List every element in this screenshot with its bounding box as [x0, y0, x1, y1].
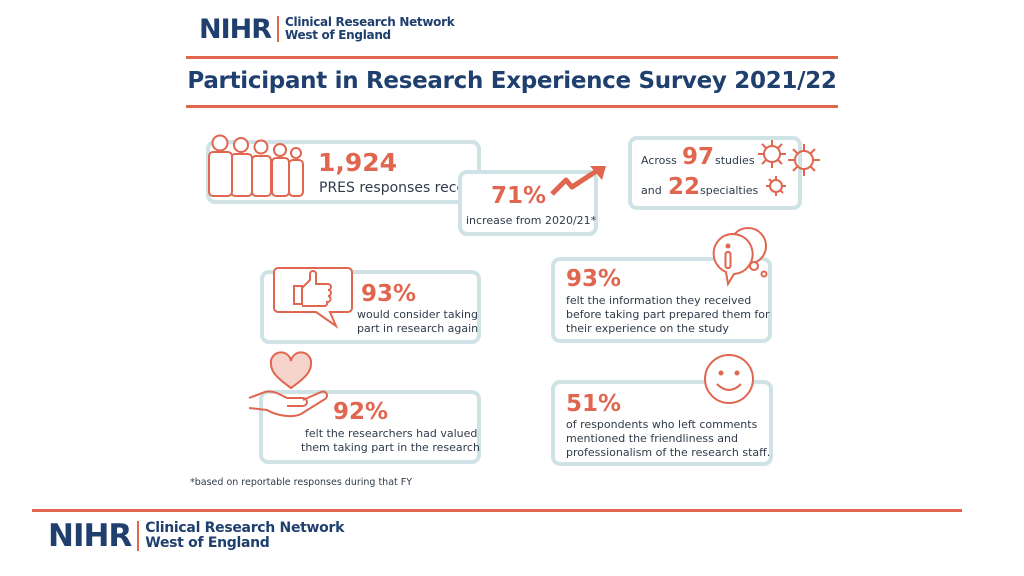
information-label-1: felt the information they received — [566, 294, 752, 307]
header-logo: NIHR Clinical Research Network West of E… — [199, 13, 455, 45]
information-card — [551, 257, 772, 343]
responses-label: PRES responses received — [319, 180, 495, 196]
specialties-prefix: and — [641, 184, 662, 197]
virus-icon — [758, 140, 820, 196]
valued-card — [259, 390, 481, 464]
valued-label-1: felt the researchers had valued — [305, 427, 478, 440]
org-line1: Clinical Research Network — [285, 14, 455, 29]
footer-nihr-wordmark: NIHR — [48, 518, 132, 554]
comments-label-1: of respondents who left comments — [566, 418, 758, 431]
footnote: *based on reportable responses during th… — [190, 477, 413, 488]
studies-value: 97 — [682, 144, 715, 170]
valued-label-2: them taking part in the research — [301, 441, 480, 454]
consider-label-1: would consider taking — [357, 308, 478, 321]
specialties-value: 22 — [668, 174, 701, 200]
nihr-wordmark: NIHR — [199, 13, 272, 45]
footer-rule — [32, 509, 962, 512]
studies-card — [628, 136, 802, 210]
footer-logo-separator — [137, 521, 140, 551]
title-rule-top — [186, 56, 838, 59]
logo-separator — [277, 16, 280, 42]
consider-value: 93% — [361, 281, 417, 307]
comments-value: 51% — [566, 391, 622, 417]
increase-value: 71% — [491, 183, 547, 209]
title-rule-bottom — [186, 105, 838, 108]
info-bubble-icon — [712, 227, 768, 287]
org-name: Clinical Research Network West of Englan… — [285, 14, 455, 42]
smiley-icon — [704, 354, 754, 404]
studies-label: studies — [715, 154, 755, 167]
footer-logo: NIHR Clinical Research Network West of E… — [48, 518, 345, 554]
increase-label: increase from 2020/21* — [466, 214, 597, 227]
comments-label-3: professionalism of the research staff. — [566, 446, 771, 459]
footer-org-line2: West of England — [145, 535, 270, 551]
information-label-2: before taking part prepared them for — [566, 308, 770, 321]
heart-hand-icon — [248, 351, 328, 418]
valued-value: 92% — [333, 399, 389, 425]
studies-prefix: Across — [641, 154, 677, 167]
comments-label-2: mentioned the friendliness and — [566, 432, 738, 445]
footer-org-name: Clinical Research Network West of Englan… — [145, 519, 345, 552]
increase-card — [458, 170, 598, 236]
org-line2: West of England — [285, 28, 391, 42]
consider-label-2: part in research again — [357, 322, 479, 335]
people-icon — [208, 134, 304, 197]
information-label-3: their experience on the study — [566, 322, 729, 335]
footer-org-line1: Clinical Research Network — [145, 519, 345, 536]
trend-up-icon — [550, 166, 606, 196]
responses-value: 1,924 — [318, 148, 398, 177]
thumbs-up-icon — [273, 267, 353, 329]
information-value: 93% — [566, 266, 622, 292]
specialties-label: specialties — [700, 184, 759, 197]
page-title: Participant in Research Experience Surve… — [187, 68, 837, 94]
